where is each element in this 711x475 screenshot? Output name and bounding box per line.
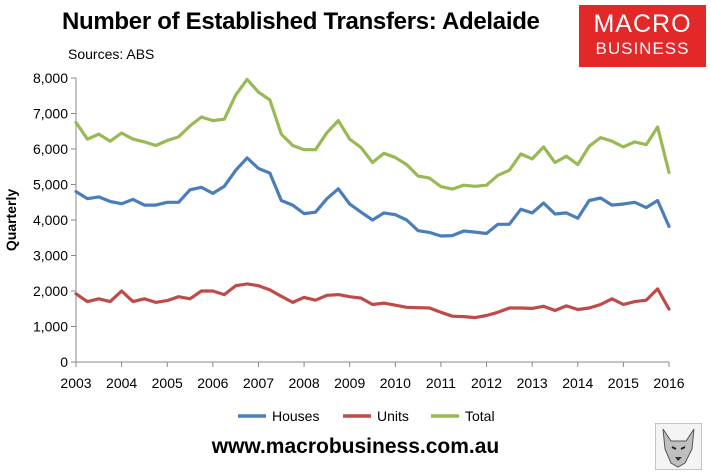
- y-tick-label: 3,000: [33, 248, 68, 264]
- x-tick-label: 2007: [243, 375, 274, 391]
- x-tick-label: 2010: [380, 375, 411, 391]
- y-tick-label: 1,000: [33, 319, 68, 335]
- chart-axes: 0 1,000 2,000 3,000 4,000 5,000 6,000 7,000 8,00…: [3, 70, 685, 391]
- x-tick-label: 2011: [426, 375, 456, 391]
- x-tick-label: 2009: [334, 375, 365, 391]
- wolf-logo-icon: [655, 423, 702, 470]
- y-tick-label: 6,000: [33, 141, 68, 157]
- x-tick-label: 2016: [653, 375, 684, 391]
- macrobusiness-logo: MACRO BUSINESS: [579, 5, 706, 67]
- logo-line-2: BUSINESS: [595, 39, 690, 58]
- legend-label-units: Units: [377, 408, 409, 424]
- legend-label-houses: Houses: [272, 408, 319, 424]
- y-tick-label: 0: [60, 354, 68, 370]
- legend-label-total: Total: [465, 408, 495, 424]
- x-tick-label: 2004: [106, 375, 137, 391]
- x-tick-label: 2014: [562, 375, 593, 391]
- website-url[interactable]: www.macrobusiness.com.au: [211, 435, 500, 458]
- chart-legend: Houses Units Total: [238, 408, 495, 424]
- y-axis-label: Quarterly: [3, 189, 19, 251]
- series-line-total: [74, 77, 671, 191]
- y-tick-label: 4,000: [33, 212, 68, 228]
- logo-line-1: MACRO: [593, 10, 692, 38]
- y-tick-label: 8,000: [33, 70, 68, 86]
- x-tick-label: 2003: [60, 375, 91, 391]
- y-tick-label: 5,000: [33, 177, 68, 193]
- x-tick-label: 2012: [471, 375, 502, 391]
- sources-label: Sources: ABS: [68, 46, 155, 62]
- chart-plot-area: [74, 77, 671, 320]
- x-tick-label: 2005: [152, 375, 183, 391]
- x-tick-label: 2013: [517, 375, 548, 391]
- y-tick-label: 2,000: [33, 283, 68, 299]
- x-tick-label: 2015: [608, 375, 639, 391]
- chart-title: Number of Established Transfers: Adelaid…: [62, 8, 540, 35]
- x-tick-label: 2008: [288, 375, 319, 391]
- y-tick-label: 7,000: [33, 106, 68, 122]
- series-line-houses: [74, 156, 671, 238]
- x-tick-label: 2006: [197, 375, 228, 391]
- series-line-units: [74, 282, 671, 320]
